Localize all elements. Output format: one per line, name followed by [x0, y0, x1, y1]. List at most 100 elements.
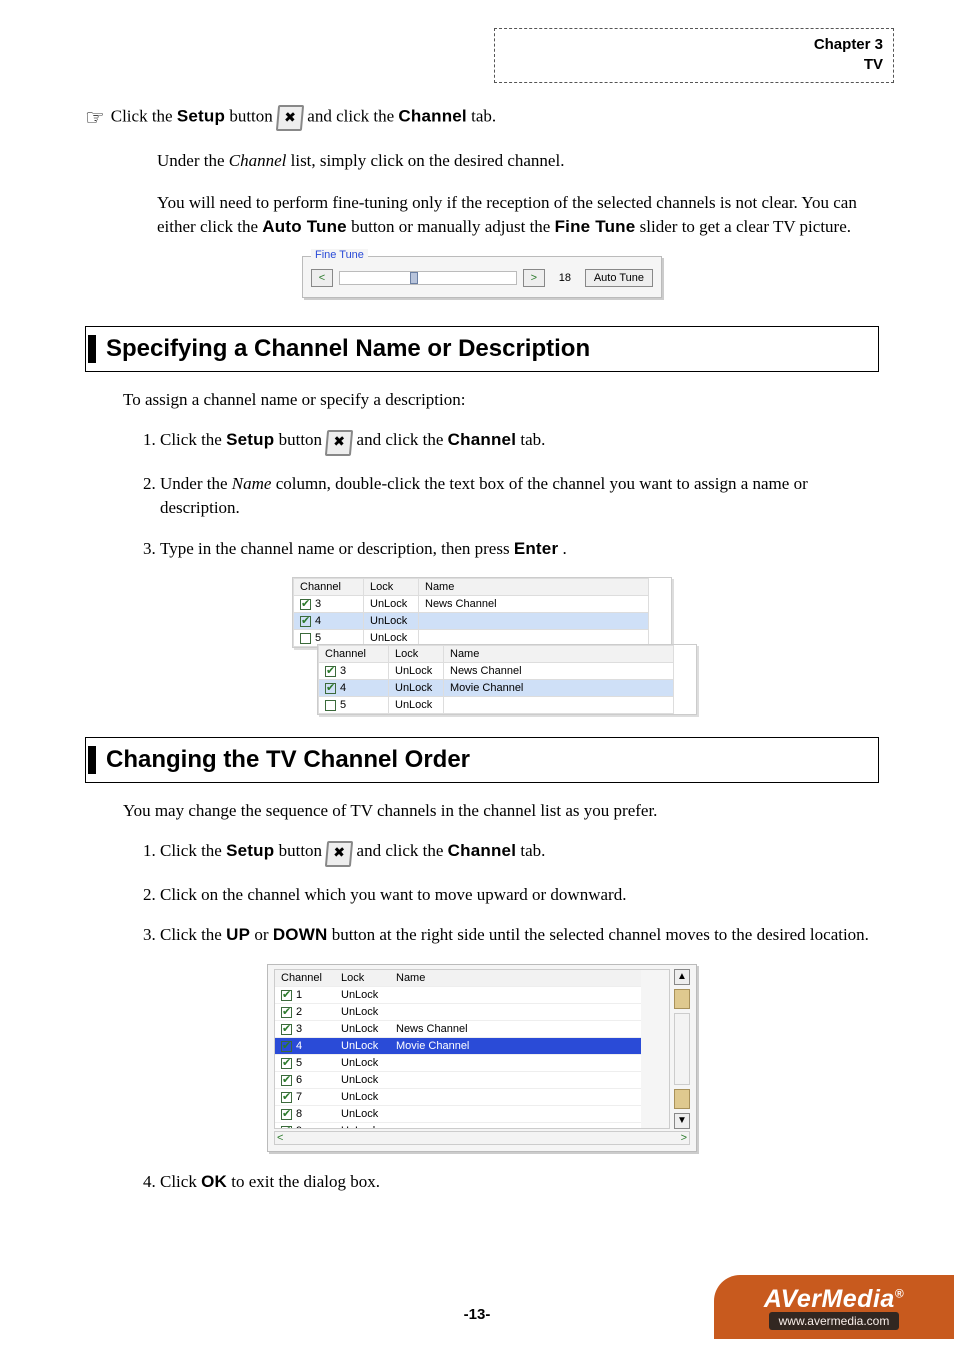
table-row[interactable]: 3UnLockNews Channel	[275, 1020, 641, 1037]
checkbox-icon[interactable]	[281, 1109, 292, 1120]
col-lock: Lock	[389, 646, 444, 663]
down-word: DOWN	[273, 925, 328, 944]
channel-list-scroll[interactable]: Channel Lock Name 1UnLock2UnLock3UnLockN…	[274, 969, 670, 1129]
table-row[interactable]: 7UnLock	[275, 1088, 641, 1105]
checkbox-icon[interactable]	[281, 1041, 292, 1052]
text: Type in the channel name or description,…	[160, 539, 514, 558]
table-row[interactable]: 8UnLock	[275, 1105, 641, 1122]
checkbox-icon[interactable]	[281, 1126, 292, 1129]
text: Click the	[160, 430, 226, 449]
table-row[interactable]: 6UnLock	[275, 1071, 641, 1088]
text: Under the	[160, 474, 232, 493]
setup-icon: ✖	[325, 430, 353, 456]
section-bar	[88, 746, 96, 774]
table-row[interactable]: 3UnLockNews Channel	[319, 663, 674, 680]
checkbox-icon[interactable]	[300, 599, 311, 610]
section-header-changing: Changing the TV Channel Order	[85, 737, 879, 783]
channel-word: Channel	[448, 430, 516, 449]
col-name: Name	[419, 579, 649, 596]
step-1: Click the Setup button ✖ and click the C…	[160, 428, 879, 455]
checkbox-icon[interactable]	[281, 1024, 292, 1035]
scroll-thumb-down[interactable]	[674, 1089, 690, 1109]
auto-tune-word: Auto Tune	[262, 217, 347, 236]
intro-para-2: You will need to perform fine-tuning onl…	[157, 191, 879, 239]
table-row[interactable]: 4UnLockMovie Channel	[319, 680, 674, 697]
text: and click the	[307, 107, 398, 126]
scroll-right-icon[interactable]: >	[681, 1132, 687, 1144]
table-row[interactable]: 9UnLock	[275, 1122, 641, 1129]
step-3: Type in the channel name or description,…	[160, 537, 879, 562]
channel-list-figure: Channel Lock Name 1UnLock2UnLock3UnLockN…	[85, 964, 879, 1152]
table-row[interactable]: 4UnLock	[294, 613, 649, 630]
table-row[interactable]: 2UnLock	[275, 1003, 641, 1020]
text: list, simply click on the desired channe…	[291, 151, 565, 170]
text: Click the	[111, 107, 177, 126]
setup-icon: ✖	[325, 841, 353, 867]
table-row[interactable]: 5UnLock	[275, 1054, 641, 1071]
scroll-left-icon[interactable]: <	[277, 1132, 283, 1144]
auto-tune-button[interactable]: Auto Tune	[585, 269, 653, 287]
col-channel: Channel	[319, 646, 389, 663]
channel-list-panel: Channel Lock Name 1UnLock2UnLock3UnLockN…	[267, 964, 697, 1152]
slider-thumb[interactable]	[410, 272, 418, 284]
section2-steps: Click the Setup button ✖ and click the C…	[160, 839, 879, 947]
fine-tune-legend: Fine Tune	[311, 249, 368, 261]
section-header-specifying: Specifying a Channel Name or Description	[85, 326, 879, 372]
brand-url: www.avermedia.com	[769, 1312, 900, 1330]
section2-lead: You may change the sequence of TV channe…	[123, 801, 879, 821]
checkbox-icon[interactable]	[325, 700, 336, 711]
text: button	[279, 430, 327, 449]
text: button or manually adjust the	[351, 217, 555, 236]
checkbox-icon[interactable]	[281, 1058, 292, 1069]
step-2: Under the Name column, double-click the …	[160, 472, 879, 521]
section2-steps-cont: Click OK to exit the dialog box.	[160, 1170, 879, 1195]
text: Under the	[157, 151, 229, 170]
ok-word: OK	[201, 1172, 227, 1191]
setup-word: Setup	[226, 841, 274, 860]
checkbox-icon[interactable]	[325, 666, 336, 677]
text: slider to get a clear TV picture.	[640, 217, 851, 236]
scroll-track[interactable]	[674, 1013, 690, 1085]
chapter-header: Chapter 3 TV	[494, 28, 894, 83]
scroll-thumb-up[interactable]	[674, 989, 690, 1009]
table-row[interactable]: 3UnLockNews Channel	[294, 596, 649, 613]
table-row[interactable]: 5UnLock	[319, 697, 674, 714]
text: and click the	[357, 430, 448, 449]
intro-pointer-line: ☞ Click the Setup button ✖ and click the…	[85, 105, 879, 131]
pointing-hand-icon: ☞	[85, 107, 105, 129]
col-name: Name	[444, 646, 674, 663]
checkbox-icon[interactable]	[281, 1092, 292, 1103]
fine-tune-left-button[interactable]: <	[311, 269, 333, 287]
chapter-sub: TV	[505, 55, 883, 75]
section-bar	[88, 335, 96, 363]
section-title: Changing the TV Channel Order	[106, 746, 470, 774]
channel-word: Channel	[448, 841, 516, 860]
checkbox-icon[interactable]	[281, 1075, 292, 1086]
table-row[interactable]: 1UnLock	[275, 986, 641, 1003]
checkbox-icon[interactable]	[300, 633, 311, 644]
name-table-top: Channel Lock Name 3UnLockNews Channel4Un…	[292, 577, 672, 648]
up-word: UP	[226, 925, 250, 944]
checkbox-icon[interactable]	[300, 616, 311, 627]
vertical-scrollbar[interactable]: ▲ ▼	[674, 969, 690, 1129]
step-4: Click OK to exit the dialog box.	[160, 1170, 879, 1195]
table-row[interactable]: 4UnLockMovie Channel	[275, 1037, 641, 1054]
fine-tune-right-button[interactable]: >	[523, 269, 545, 287]
text: button	[279, 841, 327, 860]
horizontal-scrollbar[interactable]: < >	[274, 1131, 690, 1145]
section1-lead: To assign a channel name or specify a de…	[123, 390, 879, 410]
checkbox-icon[interactable]	[281, 990, 292, 1001]
channel-word: Channel	[398, 107, 466, 126]
chapter-title: Chapter 3	[505, 35, 883, 55]
checkbox-icon[interactable]	[325, 683, 336, 694]
fine-tune-slider[interactable]	[339, 271, 517, 285]
text: Click the	[160, 841, 226, 860]
scroll-down-icon[interactable]: ▼	[674, 1113, 690, 1129]
section1-steps: Click the Setup button ✖ and click the C…	[160, 428, 879, 561]
checkbox-icon[interactable]	[281, 1007, 292, 1018]
scroll-up-icon[interactable]: ▲	[674, 969, 690, 985]
col-channel: Channel	[275, 970, 335, 987]
setup-icon: ✖	[276, 105, 304, 131]
fine-tune-value: 18	[551, 272, 579, 284]
col-lock: Lock	[335, 970, 390, 987]
